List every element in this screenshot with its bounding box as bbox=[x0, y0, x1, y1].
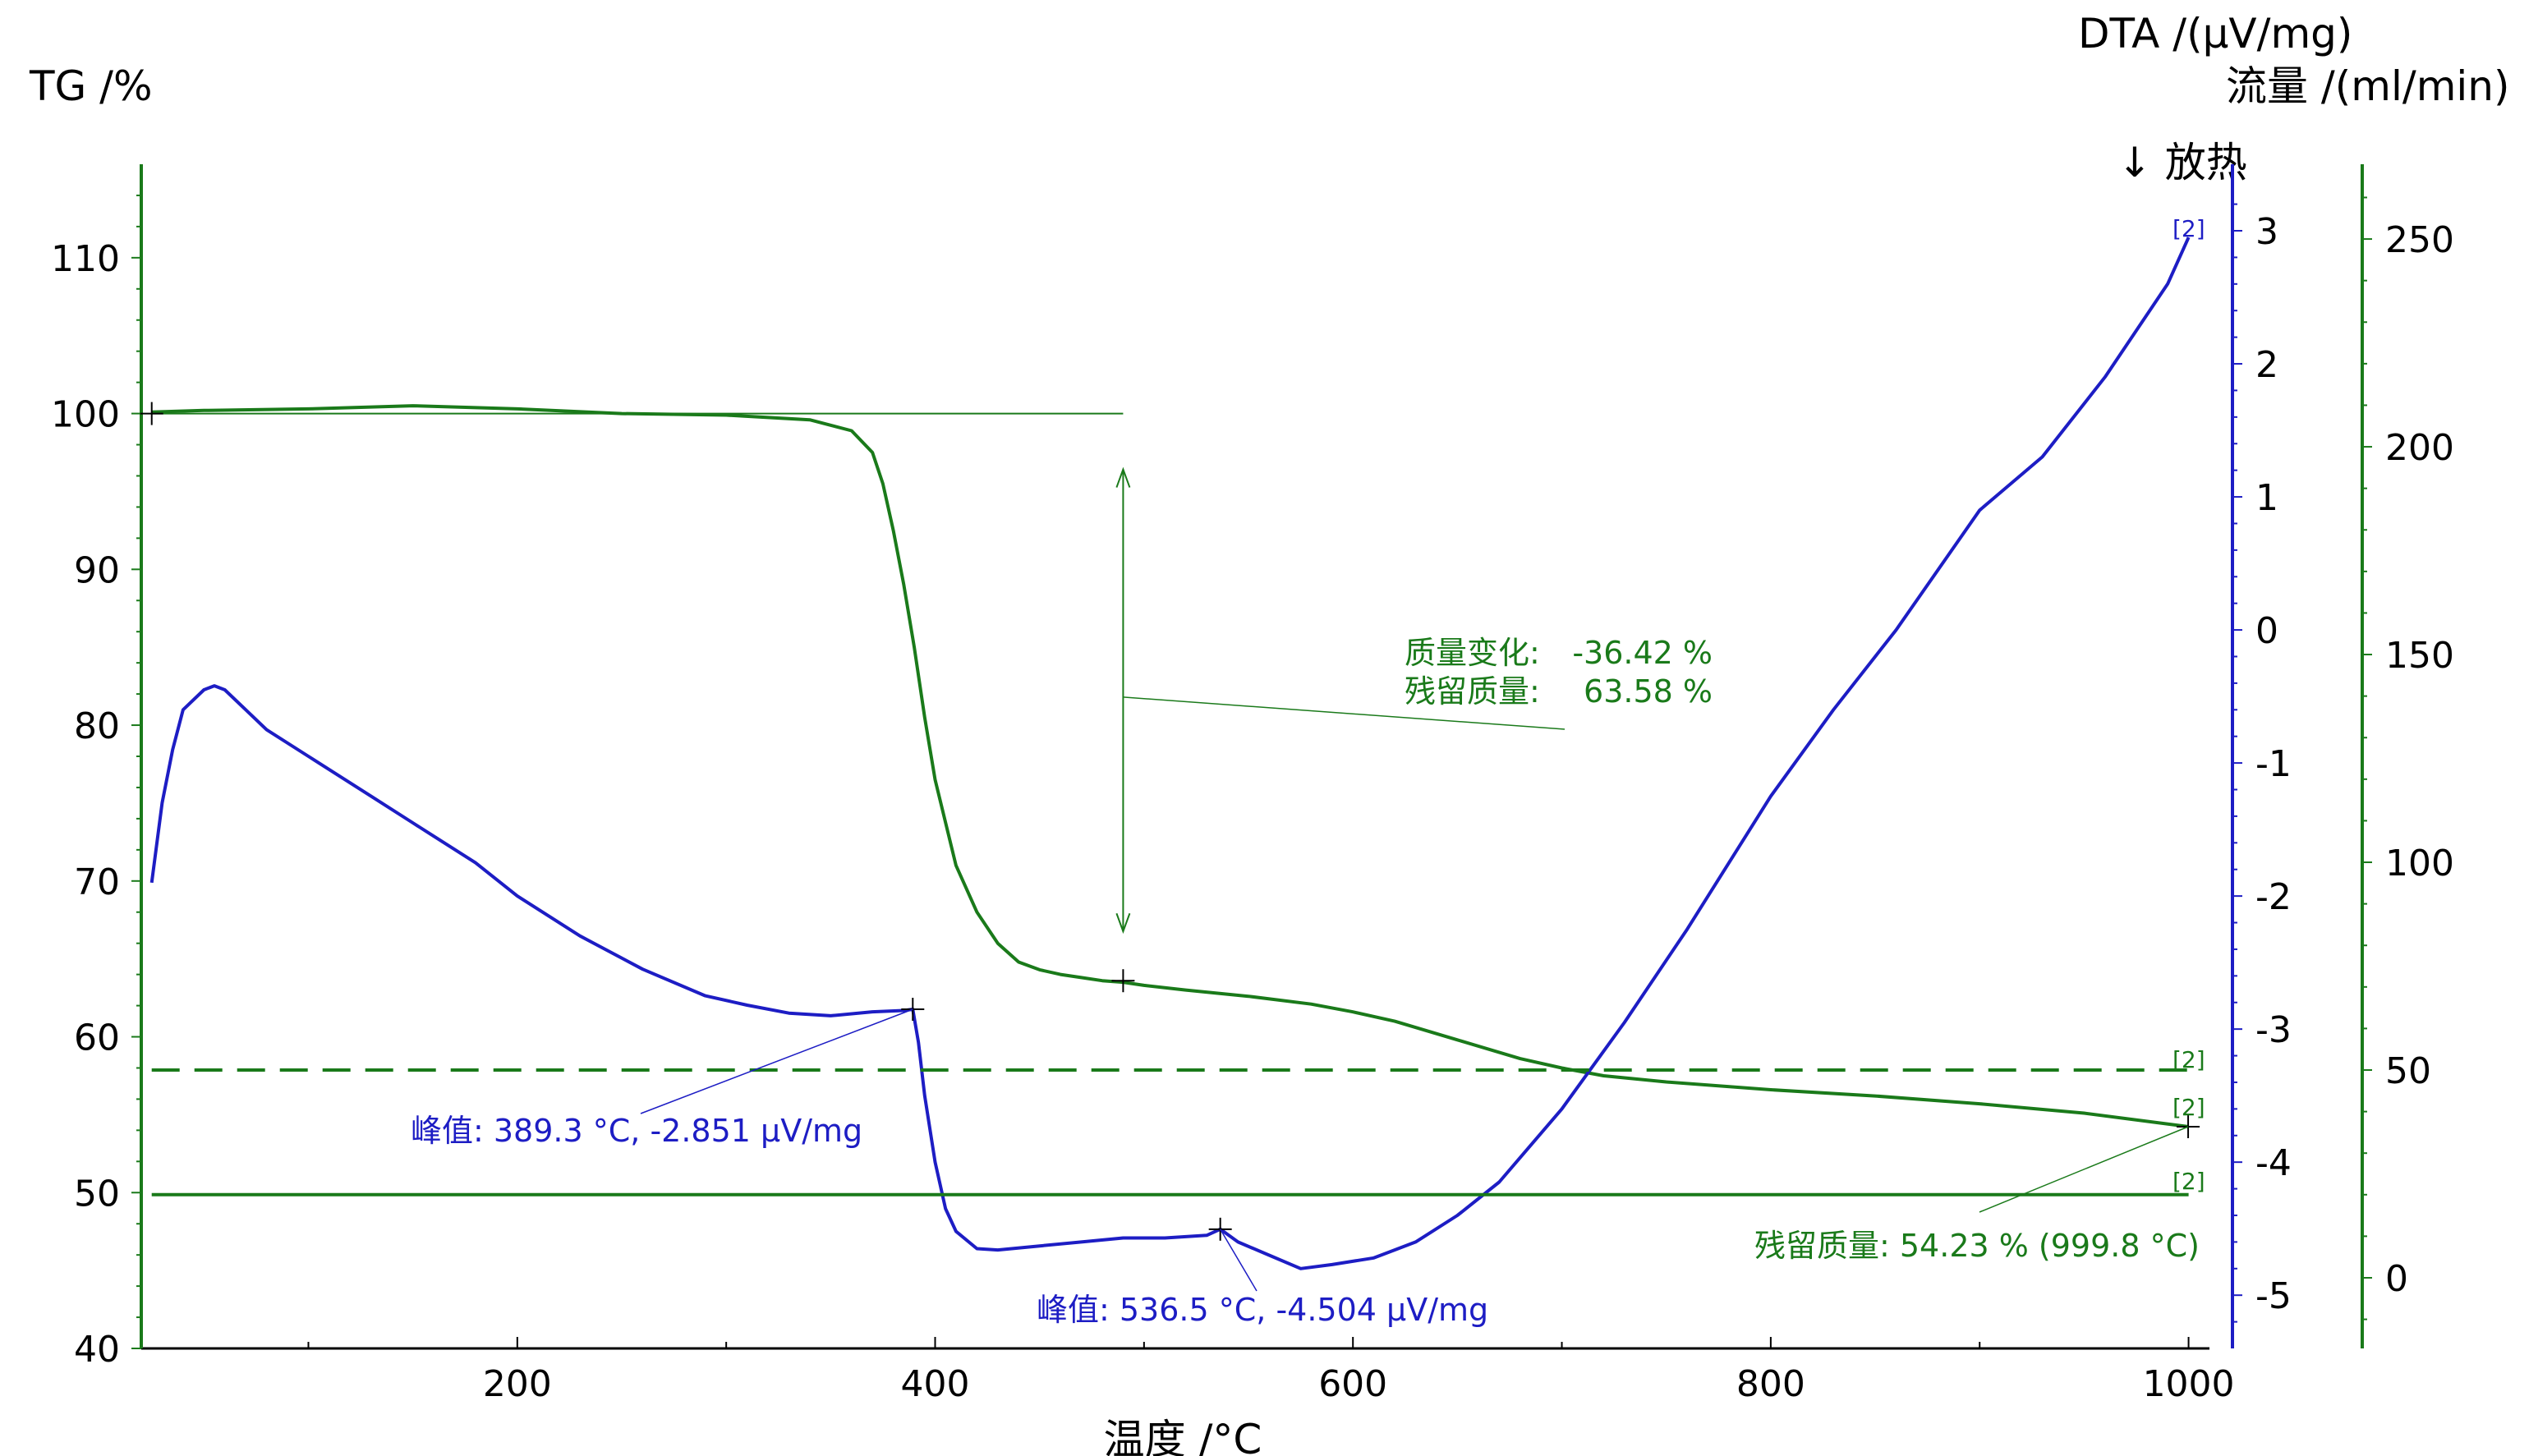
dta-tick-label: 1 bbox=[2255, 477, 2278, 519]
dta-axis-title: DTA /(μV/mg) bbox=[2078, 10, 2352, 57]
dta-tick-label: -1 bbox=[2255, 743, 2292, 785]
tg-tick-label: 100 bbox=[51, 394, 120, 436]
tg-curve bbox=[151, 404, 2189, 1128]
flow-tick-label: 50 bbox=[2385, 1050, 2431, 1092]
mass-change-label: 质量变化: bbox=[1405, 635, 1540, 671]
tg-tick-label: 80 bbox=[74, 705, 120, 747]
dta-tick-label: 3 bbox=[2255, 211, 2278, 253]
x-tick-label: 800 bbox=[1736, 1363, 1805, 1405]
flow-tick-label: 100 bbox=[2385, 843, 2454, 884]
x-axis-title: 温度 /°C bbox=[1104, 1416, 1262, 1456]
x-tick-label: 400 bbox=[901, 1363, 970, 1405]
residual-value: 63.58 % bbox=[1584, 673, 1713, 710]
dta-tick-label: 2 bbox=[2255, 344, 2278, 386]
peak2-leader-line bbox=[1220, 1229, 1258, 1292]
tg-tick-label: 40 bbox=[74, 1329, 120, 1371]
tg-tick-label: 50 bbox=[74, 1173, 120, 1215]
peak2-label: 峰值: 536.5 °C, -4.504 μV/mg bbox=[1037, 1292, 1488, 1328]
tg-tick-label: 70 bbox=[74, 861, 120, 903]
tg-tick-label: 110 bbox=[51, 238, 120, 280]
exo-direction-label: ↓ 放热 bbox=[2117, 139, 2247, 186]
mass-change-leader-line bbox=[1123, 696, 1566, 730]
flow-tick-label: 200 bbox=[2385, 427, 2454, 469]
final-residual-label: 残留质量: 54.23 % (999.8 °C) bbox=[1754, 1228, 2200, 1264]
axes: 200 400 600 800 1000405060708090100110-5-4-3… bbox=[51, 164, 2454, 1405]
flow-solid-tag: [2] bbox=[2172, 1168, 2205, 1195]
flow-dashed-tag: [2] bbox=[2172, 1046, 2205, 1073]
dta-tick-label: -4 bbox=[2255, 1142, 2292, 1184]
flow-tick-label: 0 bbox=[2385, 1258, 2408, 1300]
tg-tick-label: 90 bbox=[74, 549, 120, 591]
dta-curve bbox=[149, 237, 2191, 1270]
annotation-lines bbox=[140, 402, 2200, 1292]
series-group bbox=[149, 237, 2191, 1270]
flow-axis-title: 流量 /(ml/min) bbox=[2226, 62, 2509, 110]
tg-series-tag: [2] bbox=[2172, 1094, 2205, 1121]
mass-change-value: -36.42 % bbox=[1572, 635, 1713, 671]
residual-label: 残留质量: bbox=[1405, 673, 1540, 710]
flow-tick-label: 150 bbox=[2385, 635, 2454, 677]
mass-change-arrow-down bbox=[1115, 912, 1131, 935]
peak1-leader-line bbox=[640, 1008, 913, 1114]
peak1-label: 峰值: 389.3 °C, -2.851 μV/mg bbox=[411, 1113, 862, 1149]
dta-series-tag: [2] bbox=[2172, 215, 2205, 242]
dta-tick-label: 0 bbox=[2255, 610, 2278, 652]
dta-tick-label: -2 bbox=[2255, 876, 2292, 918]
x-tick-label: 1000 bbox=[2143, 1363, 2235, 1405]
tg-tick-label: 60 bbox=[74, 1017, 120, 1059]
dta-tick-label: -5 bbox=[2255, 1275, 2292, 1317]
dta-tick-label: -3 bbox=[2255, 1009, 2292, 1051]
x-tick-label: 600 bbox=[1318, 1363, 1387, 1405]
x-tick-label: 200 bbox=[483, 1363, 552, 1405]
flow-tick-label: 250 bbox=[2385, 219, 2454, 261]
final-residual-leader-line bbox=[1979, 1126, 2189, 1213]
mass-change-arrow-up bbox=[1115, 466, 1131, 488]
tg-axis-title: TG /% bbox=[29, 62, 153, 110]
